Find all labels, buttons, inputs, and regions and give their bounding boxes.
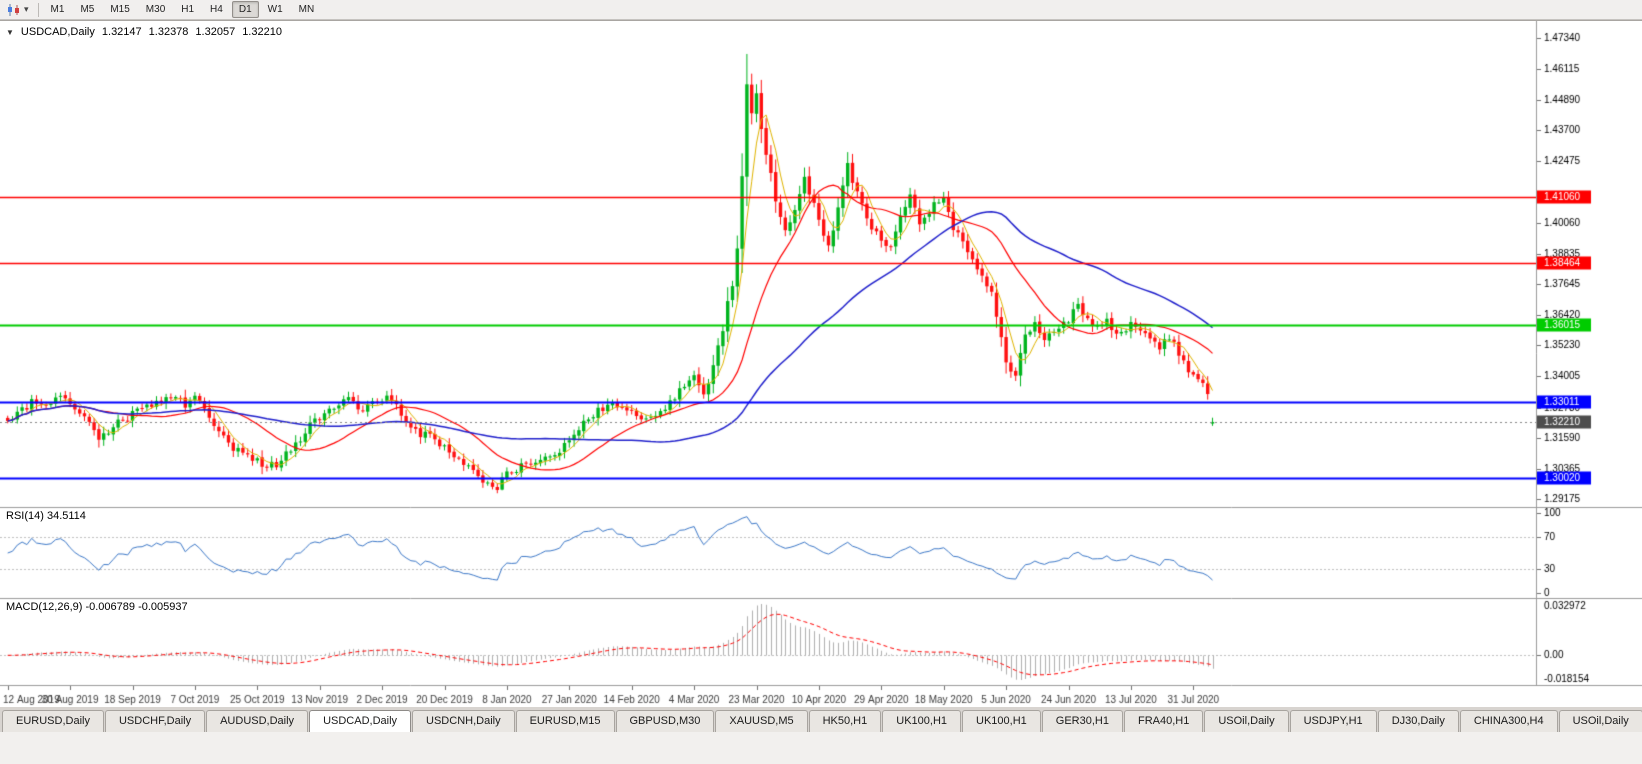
timeframe-button-d1[interactable]: D1 bbox=[231, 1, 259, 18]
macd-indicator-label: MACD(12,26,9) -0.006789 -0.005937 bbox=[6, 601, 188, 613]
chart-tab-gbpusd-m30[interactable]: GBPUSD,M30 bbox=[615, 710, 715, 732]
chart-tab-usdcad-daily[interactable]: USDCAD,Daily bbox=[309, 710, 412, 732]
chart-type-dropdown-caret-icon[interactable]: ▾ bbox=[24, 4, 29, 14]
timeframe-toolbar: ▾ M1 M5 M15 M30 H1 H4 D1 W1 MN bbox=[0, 0, 1642, 20]
chart-tab-fra40-h1[interactable]: FRA40,H1 bbox=[1123, 710, 1204, 732]
chart-tab-usoil-daily[interactable]: USOil,Daily bbox=[1558, 710, 1642, 732]
chart-tab-audusd-daily[interactable]: AUDUSD,Daily bbox=[206, 710, 309, 732]
high-value: 1.32378 bbox=[148, 26, 189, 38]
timeframe-button-h4[interactable]: H4 bbox=[210, 4, 223, 15]
chart-tab-uk100-h1[interactable]: UK100,H1 bbox=[882, 710, 962, 732]
chart-collapse-icon[interactable]: ▼ bbox=[6, 27, 14, 37]
chart-tab-eurusd-m15[interactable]: EURUSD,M15 bbox=[515, 710, 615, 732]
timeframe-buttons-group: M1 M5 M15 M30 H1 H4 D1 W1 MN bbox=[44, 1, 322, 18]
chart-ohlc-header: ▼ USDCAD,Daily 1.32147 1.32378 1.32057 1… bbox=[6, 26, 282, 38]
chart-tab-usoil-daily[interactable]: USOil,Daily bbox=[1204, 710, 1289, 732]
timeframe-button-m5[interactable]: M5 bbox=[80, 4, 95, 15]
timeframe-button-m30[interactable]: M30 bbox=[145, 4, 166, 15]
timeframe-button-w1[interactable]: W1 bbox=[267, 4, 283, 15]
toolbar-separator bbox=[37, 2, 39, 17]
open-value: 1.32147 bbox=[101, 26, 142, 38]
symbol-label: USDCAD,Daily bbox=[20, 26, 95, 38]
status-strip bbox=[0, 732, 1642, 764]
chart-window: ▼ USDCAD,Daily 1.32147 1.32378 1.32057 1… bbox=[0, 20, 1642, 707]
chart-tab-hk50-h1[interactable]: HK50,H1 bbox=[808, 710, 882, 732]
chart-tab-ger30-h1[interactable]: GER30,H1 bbox=[1041, 710, 1123, 732]
chart-tab-china300-h4[interactable]: CHINA300,H4 bbox=[1459, 710, 1558, 732]
chart-tab-xauusd-m5[interactable]: XAUUSD,M5 bbox=[715, 710, 808, 732]
chart-tab-dj30-daily[interactable]: DJ30,Daily bbox=[1377, 710, 1459, 732]
chart-tab-usdcnh-daily[interactable]: USDCNH,Daily bbox=[412, 710, 515, 732]
timeframe-button-m1[interactable]: M1 bbox=[50, 4, 65, 15]
chart-tab-uk100-h1[interactable]: UK100,H1 bbox=[962, 710, 1041, 732]
chart-tab-usdjpy-h1[interactable]: USDJPY,H1 bbox=[1289, 710, 1377, 732]
price-chart-canvas[interactable] bbox=[0, 21, 1642, 707]
candles-glyph bbox=[8, 3, 19, 16]
rsi-indicator-label: RSI(14) 34.5114 bbox=[6, 510, 86, 522]
close-value: 1.32210 bbox=[242, 26, 282, 38]
chart-type-icon[interactable] bbox=[4, 2, 24, 18]
timeframe-button-m15[interactable]: M15 bbox=[110, 4, 130, 15]
low-value: 1.32057 bbox=[195, 26, 236, 38]
timeframe-button-h1[interactable]: H1 bbox=[181, 4, 195, 15]
chart-tab-eurusd-daily[interactable]: EURUSD,Daily bbox=[2, 710, 104, 732]
chart-tab-usdchf-daily[interactable]: USDCHF,Daily bbox=[104, 710, 206, 732]
chart-tabs-bar: EURUSD,Daily USDCHF,Daily AUDUSD,Daily USDC… bbox=[0, 706, 1642, 732]
timeframe-button-mn[interactable]: MN bbox=[298, 4, 315, 15]
